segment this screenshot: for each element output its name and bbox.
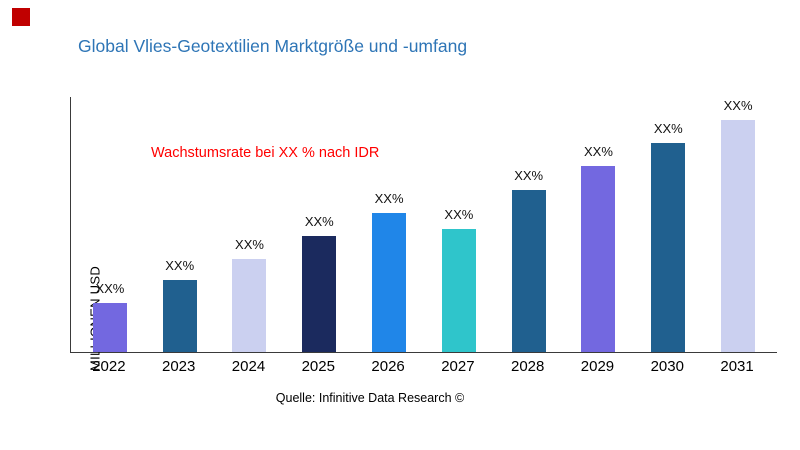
growth-rate-annotation: Wachstumsrate bei XX % nach IDR [151,145,380,161]
bar-group-2031: XX% [703,98,773,352]
bar-value-label: XX% [304,214,334,229]
bar-value-label: XX% [584,144,613,160]
bar-group-2023: XX% [145,258,215,352]
bar-group-2027: XX% [424,207,494,352]
bar-2023 [162,280,197,352]
bar-group-2024: XX% [215,237,285,352]
bar-group-2030: XX% [633,121,703,352]
bar-group-2028: XX% [494,168,564,352]
plot-frame: MILLIONEN USD Wachstumsrate bei XX % nac… [70,97,777,371]
bar-2022 [92,303,127,352]
bar-value-label: XX% [653,121,683,137]
bar-2028 [511,189,546,352]
x-tick-2026: 2026 [371,358,405,375]
bar-value-label: XX% [165,258,195,274]
bar-group-2029: XX% [564,144,634,352]
brand-logo-square [12,8,30,26]
x-tick-2029: 2029 [580,358,615,375]
x-axis-ticks: 2022 2023 2024 2025 2026 2027 2028 2029 2030 2031 [70,358,776,375]
bar-2029 [581,166,616,352]
bar-2025 [302,236,337,352]
x-tick-2030: 2030 [650,358,684,375]
bar-value-label: XX% [235,237,264,253]
x-tick-2025: 2025 [301,358,335,375]
x-tick-2027: 2027 [441,358,475,375]
bar-2027 [441,229,476,352]
plot-area: XX% XX% XX% XX% XX% XX% XX% XX% XX% XX% [71,97,777,352]
x-tick-2023: 2023 [162,358,196,375]
bar-value-label: XX% [514,167,544,183]
bar-value-label: XX% [374,190,404,206]
bar-2031 [721,120,756,352]
bar-value-label: XX% [95,281,125,297]
bar-value-label: XX% [444,207,474,222]
x-tick-2024: 2024 [231,358,266,375]
bar-value-label: XX% [723,98,753,113]
x-tick-2028: 2028 [510,358,545,375]
bar-group-2025: XX% [284,214,354,352]
source-text: Quelle: Infinitive Data Research © [275,391,465,405]
bar-group-2022: XX% [75,281,145,352]
x-tick-2022: 2022 [92,358,126,375]
bar-2024 [232,259,267,352]
bar-2026 [372,212,407,352]
bar-group-2026: XX% [354,191,424,352]
chart-title: Global Vlies-Geotextilien Marktgröße und… [78,36,468,56]
bar-2030 [651,143,686,352]
x-tick-2031: 2031 [720,358,754,375]
